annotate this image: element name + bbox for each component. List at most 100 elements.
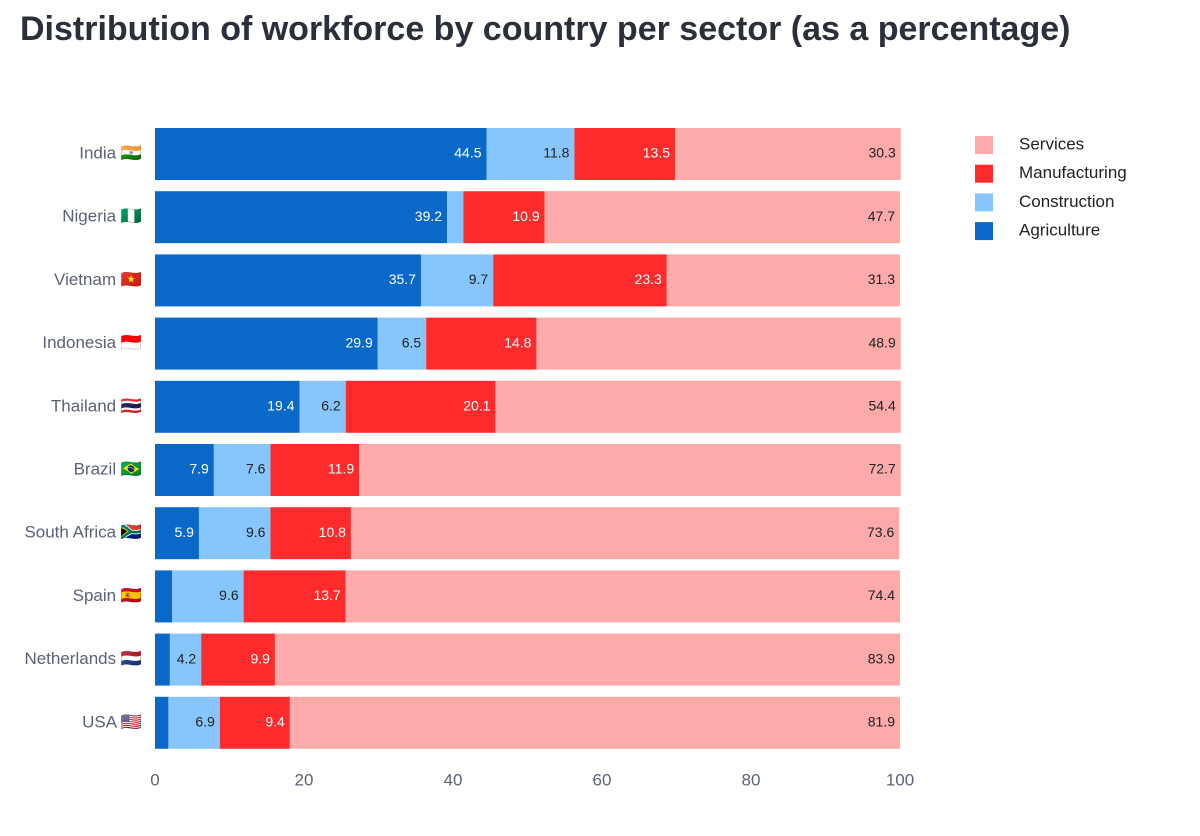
data-label: 13.7 — [313, 587, 340, 603]
data-label: 44.5 — [454, 145, 481, 161]
data-label: 20.1 — [463, 398, 490, 414]
data-label: 6.2 — [321, 398, 341, 414]
bar-segment — [198, 507, 271, 560]
data-label: 6.5 — [402, 334, 422, 350]
chart-title: Distribution of workforce by country per… — [20, 10, 1070, 48]
data-label: 29.9 — [346, 334, 373, 350]
y-tick-label: South Africa 🇿🇦 — [24, 523, 142, 542]
data-label: 83.9 — [868, 650, 895, 666]
bar-segment — [155, 444, 214, 496]
y-tick-label: Thailand 🇹🇭 — [51, 396, 142, 415]
bar-segment — [270, 507, 351, 560]
y-tick-label: Indonesia 🇮🇩 — [42, 333, 142, 352]
data-label: 74.4 — [868, 587, 895, 603]
data-label: 9.6 — [246, 524, 266, 540]
bar-segment — [155, 128, 487, 180]
data-label: 35.7 — [389, 271, 416, 287]
bar-segment — [345, 570, 901, 623]
legend-label: Manufacturing — [1019, 163, 1127, 182]
data-label: 47.7 — [868, 208, 895, 224]
bar-segment — [155, 317, 378, 370]
bar-segment — [495, 380, 901, 433]
data-label: 9.6 — [219, 587, 239, 603]
data-label: 10.9 — [512, 208, 539, 224]
y-tick-label: Spain 🇪🇸 — [73, 586, 142, 605]
data-label: 7.9 — [189, 461, 209, 477]
bar-segment — [201, 633, 275, 686]
bar-segment — [169, 633, 202, 686]
data-label: 19.4 — [267, 398, 294, 414]
bar-segment — [345, 380, 496, 433]
y-tick-label: Nigeria 🇳🇬 — [62, 207, 142, 226]
x-tick-label: 80 — [742, 770, 761, 789]
bar-segment — [155, 191, 448, 244]
data-label: 9.7 — [469, 271, 489, 287]
bar-segment — [536, 317, 901, 370]
legend-swatch — [975, 222, 993, 241]
bar-segment — [289, 696, 901, 749]
data-label: 7.6 — [246, 461, 266, 477]
bar-segment — [155, 507, 199, 560]
y-tick-label: Netherlands 🇳🇱 — [24, 649, 142, 668]
bar-segment — [359, 444, 901, 496]
bar-segment — [447, 191, 464, 244]
bar-segment — [666, 254, 900, 307]
legend-label: Construction — [1019, 192, 1114, 211]
data-label: 73.6 — [867, 524, 894, 540]
bar-segment — [155, 380, 300, 433]
data-label: 11.9 — [328, 461, 354, 477]
y-tick-label: India 🇮🇳 — [79, 143, 142, 162]
bar-segment — [243, 570, 346, 623]
data-label: 4.2 — [177, 650, 197, 666]
legend-label: Services — [1019, 134, 1084, 153]
bar-segment — [168, 696, 220, 749]
bar-segment — [155, 696, 169, 749]
bar-segment — [420, 254, 494, 307]
bar-segment — [155, 633, 170, 686]
legend-label: Agriculture — [1019, 221, 1100, 240]
bar-segment — [172, 570, 244, 623]
data-label: 9.9 — [250, 650, 270, 666]
bar-segment — [377, 317, 427, 370]
bar-segment — [486, 128, 575, 180]
data-label: 5.9 — [174, 524, 194, 540]
bar-segment — [155, 570, 173, 623]
data-label: 9.4 — [265, 714, 285, 730]
bar-segment — [219, 696, 290, 749]
x-tick-label: 60 — [593, 770, 612, 789]
bar-segment — [155, 254, 421, 307]
x-tick-label: 20 — [295, 770, 314, 789]
x-tick-label: 100 — [886, 770, 914, 789]
x-tick-label: 0 — [150, 770, 159, 789]
bar-segment — [270, 444, 360, 496]
data-label: 13.5 — [643, 145, 670, 161]
bar-segment — [493, 254, 667, 307]
bar-segment — [274, 633, 900, 686]
data-label: 31.3 — [868, 271, 895, 287]
data-label: 39.2 — [415, 208, 442, 224]
data-label: 6.9 — [195, 714, 215, 730]
data-label: 14.8 — [504, 334, 531, 350]
bar-segment — [544, 191, 900, 244]
data-label: 81.9 — [868, 714, 895, 730]
data-label: 11.8 — [543, 145, 569, 161]
bar-segment — [574, 128, 676, 180]
legend-swatch — [975, 136, 993, 154]
bar-segment — [463, 191, 545, 244]
y-tick-label: USA 🇺🇸 — [82, 712, 142, 731]
legend-swatch — [975, 193, 993, 212]
data-label: 30.3 — [868, 145, 895, 161]
data-label: 72.7 — [868, 461, 895, 477]
bar-segment — [675, 128, 901, 180]
data-label: 48.9 — [868, 334, 895, 350]
y-tick-label: Brazil 🇧🇷 — [74, 459, 142, 478]
x-tick-label: 40 — [444, 770, 463, 789]
bar-segment — [213, 444, 271, 496]
y-tick-label: Vietnam 🇻🇳 — [54, 270, 142, 289]
legend-swatch — [975, 164, 993, 183]
bar-segment — [350, 507, 900, 560]
data-label: 10.8 — [319, 524, 346, 540]
bar-segment — [299, 380, 346, 433]
data-label: 54.4 — [868, 398, 895, 414]
